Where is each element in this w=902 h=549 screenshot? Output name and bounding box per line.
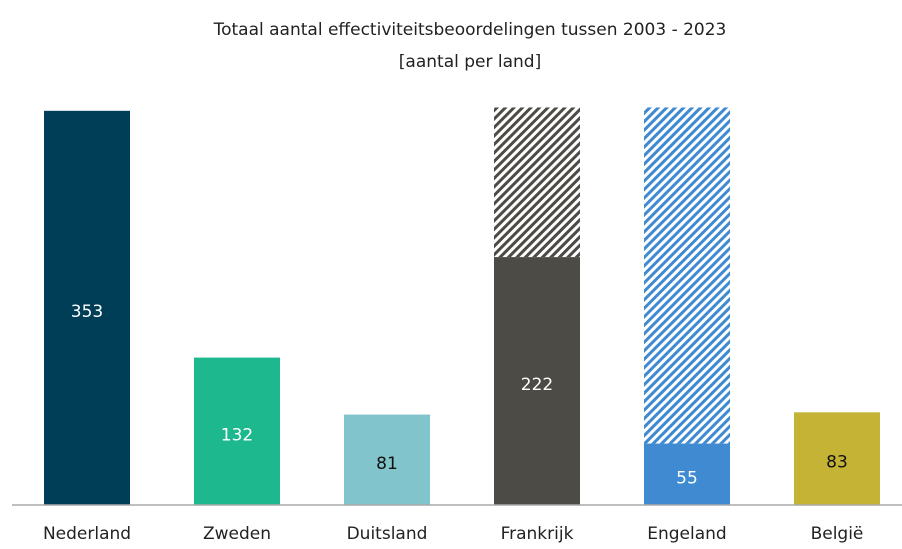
data-label: 55: [676, 468, 698, 488]
bar: [44, 110, 130, 506]
bar: [194, 357, 280, 505]
x-tick-label: Duitsland: [347, 524, 428, 544]
chart-subtitle: [aantal per land]: [399, 52, 541, 72]
x-tick-label: Zweden: [203, 524, 271, 544]
chart-title: Totaal aantal effectiviteitsbeoordelinge…: [213, 20, 727, 40]
x-tick-label: Engeland: [647, 524, 726, 544]
data-label: 132: [221, 425, 253, 445]
data-label: 353: [71, 302, 103, 322]
bar: [794, 412, 880, 505]
bar: [644, 107, 730, 444]
bar: [644, 443, 730, 505]
data-label: 222: [521, 375, 553, 395]
bar: [494, 257, 580, 505]
x-tick-label: Nederland: [43, 524, 131, 544]
x-tick-label: Frankrijk: [501, 524, 574, 544]
data-label: 83: [826, 453, 848, 473]
data-label: 81: [376, 454, 398, 474]
bar: [494, 107, 580, 258]
bar: [344, 414, 430, 505]
x-tick-label: België: [811, 524, 864, 544]
